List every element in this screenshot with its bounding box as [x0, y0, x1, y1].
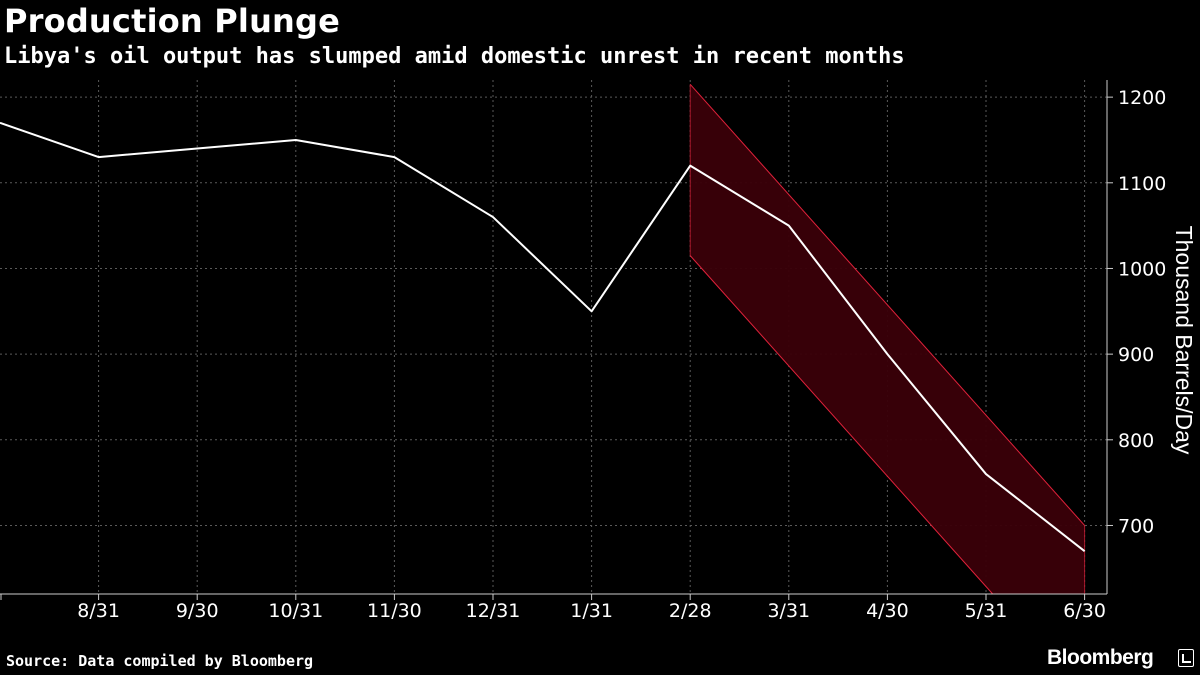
- x-tick-label: 9/30: [176, 600, 219, 622]
- y-tick-label: 900: [1118, 344, 1154, 366]
- x-tick-label: 5/31: [965, 600, 1008, 622]
- source-note: Source: Data compiled by Bloomberg: [6, 652, 314, 670]
- x-tick-label: 2/28: [669, 600, 712, 622]
- y-axis-label: Thousand Barrels/Day: [1171, 226, 1197, 455]
- y-tick-label: 800: [1118, 430, 1154, 452]
- forecast-band: [690, 84, 1085, 595]
- bloomberg-logo: Bloomberg: [1047, 646, 1154, 669]
- x-tick-label: 6/30: [1063, 600, 1106, 622]
- y-tick-label: 1100: [1118, 173, 1166, 195]
- x-tick-label: 11/30: [367, 600, 422, 622]
- band-upper-edge: [689, 83, 1085, 526]
- x-tick-label: 8/31: [77, 600, 120, 622]
- line-chart: 8/31 9/30 10/31 11/30 12/31 1/31 2/28 3/31 4/30 5…: [0, 80, 1197, 622]
- y-tick-label: 1000: [1118, 258, 1166, 280]
- y-tick-label: 1200: [1118, 87, 1166, 109]
- x-tick-label: 12/31: [466, 600, 521, 622]
- x-tick-label: 1/31: [570, 600, 613, 622]
- chart-title: Production Plunge: [4, 2, 341, 40]
- band-lower-edge: [689, 255, 994, 595]
- y-tick-label: 700: [1118, 515, 1154, 537]
- x-tick-label: 3/31: [767, 600, 810, 622]
- chart-subtitle: Libya's oil output has slumped amid dome…: [4, 44, 905, 69]
- x-tick-label: 10/31: [268, 600, 323, 622]
- series-line: [0, 121, 1086, 552]
- x-tick-label: 4/30: [866, 600, 909, 622]
- bloomberg-terminal-icon: [1178, 649, 1194, 667]
